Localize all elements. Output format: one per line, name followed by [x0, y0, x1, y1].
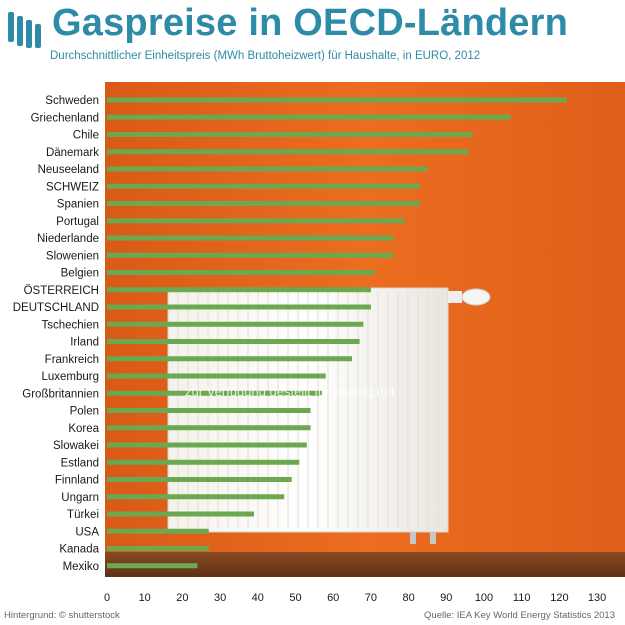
x-tick-label: 90 — [440, 592, 452, 604]
x-axis: 0 10 20 30 40 50 60 70 80 90 100 110 120 130 — [104, 592, 606, 604]
bar-11 — [107, 287, 371, 293]
x-tick-label: 120 — [550, 592, 568, 604]
bar-23 — [107, 494, 285, 500]
bar-20 — [107, 442, 307, 448]
bar-21 — [107, 459, 300, 465]
background-credit: Hintergrund: © shutterstock — [4, 610, 120, 621]
x-tick-label: 30 — [214, 592, 226, 604]
category-label: USA — [75, 526, 99, 538]
bar-chart: Schweden Griechenland Chile Dänemark Neuseel… — [0, 70, 625, 605]
category-label: Niederlande — [37, 233, 99, 245]
bar-25 — [107, 528, 209, 534]
category-label: Irland — [70, 337, 99, 349]
bar-7 — [107, 218, 405, 224]
bar-4 — [107, 166, 428, 172]
category-label: Portugal — [56, 216, 99, 228]
x-tick-label: 50 — [289, 592, 301, 604]
bar-26 — [107, 546, 209, 551]
category-label: Chile — [73, 130, 99, 142]
bar-1 — [107, 114, 511, 120]
x-tick-label: 20 — [176, 592, 188, 604]
bar-15 — [107, 356, 353, 362]
bar-16 — [107, 373, 326, 379]
category-label: ÖSTERREICH — [24, 285, 99, 297]
bar-17 — [107, 390, 322, 396]
bar-3 — [107, 149, 469, 155]
category-label: Luxemburg — [41, 371, 99, 383]
category-label: Slowenien — [46, 250, 99, 262]
bar-18 — [107, 408, 311, 413]
category-label: Griechenland — [31, 112, 99, 124]
category-label: Slowakei — [53, 440, 99, 452]
bar-24 — [107, 511, 255, 517]
category-label: Ungarn — [61, 492, 99, 504]
x-tick-label: 70 — [365, 592, 377, 604]
bar-2 — [107, 132, 473, 137]
x-tick-label: 60 — [327, 592, 339, 604]
category-label: Neuseeland — [38, 164, 99, 176]
x-tick-label: 80 — [402, 592, 414, 604]
bar-6 — [107, 201, 420, 206]
category-label: Tschechien — [41, 319, 99, 331]
bar-22 — [107, 477, 292, 482]
bar-14 — [107, 339, 360, 344]
bar-8 — [107, 235, 394, 241]
x-tick-label: 100 — [475, 592, 493, 604]
category-label: Dänemark — [46, 147, 99, 159]
category-label: Großbritannien — [22, 388, 99, 400]
background-photo — [0, 70, 625, 605]
watermark: zur Verfügung gestellt für photaq.net — [185, 384, 395, 399]
category-label: DEUTSCHLAND — [13, 302, 99, 314]
source-note: Quelle: IEA Key World Energy Statistics … — [424, 610, 615, 621]
x-tick-label: 110 — [513, 592, 531, 604]
category-label: Belgien — [61, 268, 99, 280]
bar-27 — [107, 563, 198, 569]
x-tick-label: 10 — [139, 592, 151, 604]
bar-19 — [107, 425, 311, 431]
category-label: Türkei — [67, 509, 99, 521]
x-tick-label: 130 — [588, 592, 606, 604]
category-label: Estland — [61, 457, 99, 469]
category-label: Kanada — [59, 544, 99, 556]
category-label: Schweden — [45, 95, 99, 107]
bar-10 — [107, 270, 375, 275]
category-label: Spanien — [57, 199, 99, 211]
category-label: Finnland — [55, 475, 99, 487]
bar-9 — [107, 252, 394, 258]
x-tick-label: 0 — [104, 592, 110, 604]
bar-0 — [107, 97, 567, 103]
x-tick-label: 40 — [252, 592, 264, 604]
page-title: Gaspreise in OECD-Ländern — [52, 2, 569, 44]
header: Gaspreise in OECD-Ländern Durchschnittli… — [0, 0, 625, 70]
category-label: Mexiko — [63, 561, 99, 573]
category-label: Frankreich — [45, 354, 99, 366]
oecd-logo-icon — [8, 12, 41, 48]
category-label: Korea — [68, 423, 99, 435]
page-subtitle: Durchschnittlicher Einheitspreis (MWh Br… — [50, 50, 481, 62]
bar-12 — [107, 304, 371, 310]
category-label: Polen — [70, 406, 99, 418]
bar-13 — [107, 321, 364, 327]
category-label: SCHWEIZ — [46, 181, 99, 193]
bar-5 — [107, 183, 420, 189]
